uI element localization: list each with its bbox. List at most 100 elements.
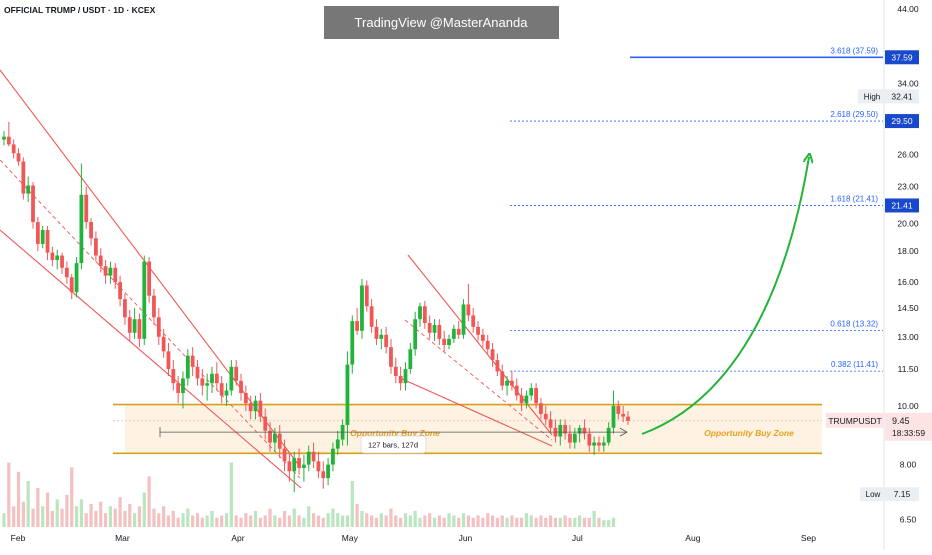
fib-level-label: 0.382 (11.41) bbox=[831, 360, 878, 369]
volume-bar bbox=[307, 506, 311, 527]
price-tick-label: 14.50 bbox=[897, 303, 919, 313]
symbol-tag-label: TRUMPUSDT bbox=[828, 416, 881, 426]
candle-body bbox=[495, 360, 500, 372]
candle-body bbox=[461, 304, 466, 335]
volume-bar bbox=[273, 515, 277, 527]
volume-bar bbox=[394, 515, 398, 527]
volume-bar bbox=[108, 506, 113, 527]
volume-bar bbox=[365, 513, 369, 527]
volume-bar bbox=[495, 517, 499, 527]
candle-body bbox=[302, 464, 306, 468]
volume-bar bbox=[210, 510, 214, 527]
watermark-box bbox=[324, 6, 559, 39]
volume-bar bbox=[311, 513, 316, 527]
candle-body bbox=[592, 442, 597, 446]
volume-bar bbox=[50, 510, 54, 527]
candle-body bbox=[572, 433, 577, 443]
candle-body bbox=[98, 255, 103, 267]
candle-body bbox=[384, 334, 389, 348]
volume-bar bbox=[442, 517, 446, 527]
price-tick-label: 18.00 bbox=[897, 246, 919, 256]
volume-bar bbox=[7, 462, 11, 527]
high-price-bg bbox=[885, 89, 919, 104]
volume-bar bbox=[103, 513, 108, 527]
volume-bar bbox=[302, 517, 306, 527]
candle-body bbox=[335, 439, 340, 449]
candle-body bbox=[563, 424, 568, 434]
candle-body bbox=[190, 355, 195, 367]
volume-bar bbox=[360, 510, 364, 527]
candle-body bbox=[156, 317, 161, 337]
volume-bar bbox=[176, 517, 180, 527]
candle-body bbox=[611, 405, 616, 428]
channel2-mid-line bbox=[404, 319, 553, 441]
candlesticks bbox=[2, 121, 630, 493]
candle-body bbox=[393, 366, 398, 377]
volume-bar bbox=[403, 513, 408, 527]
buy-zone-fill bbox=[125, 404, 822, 454]
candle-body bbox=[103, 266, 108, 276]
candle-body bbox=[451, 328, 456, 339]
price-tick-label: 44.00 bbox=[897, 4, 919, 14]
volume-bar bbox=[341, 515, 345, 527]
volume-bar bbox=[519, 517, 524, 527]
volume-bar bbox=[128, 504, 132, 527]
candle-body bbox=[568, 433, 572, 443]
candle-body bbox=[597, 442, 601, 446]
countdown-value: 18:33:59 bbox=[892, 428, 925, 438]
volume-bar bbox=[65, 494, 69, 527]
candle-body bbox=[422, 306, 427, 323]
candle-body bbox=[408, 349, 413, 370]
volume-bar bbox=[510, 515, 514, 527]
candle-body bbox=[321, 471, 326, 479]
fib-price-badge-value: 21.41 bbox=[891, 200, 913, 210]
candle-body bbox=[195, 366, 200, 379]
candle-body bbox=[272, 433, 277, 443]
volume-bar bbox=[587, 517, 591, 527]
volume-bar bbox=[157, 513, 161, 527]
price-axis[interactable]: 44.00 34.00 26.00 23.00 20.00 18.00 16.00 14.50… bbox=[826, 0, 932, 550]
volume-bar bbox=[142, 492, 146, 527]
volume-bar bbox=[220, 515, 224, 527]
volume-bar bbox=[191, 515, 195, 527]
candle-body bbox=[123, 299, 127, 318]
candle-body bbox=[316, 461, 321, 472]
candle-body bbox=[587, 433, 592, 446]
candle-body bbox=[350, 321, 355, 365]
volume-bar bbox=[486, 513, 490, 527]
low-tag-label: Low bbox=[866, 490, 881, 499]
volume-bar bbox=[573, 517, 577, 527]
candle-body bbox=[456, 328, 461, 335]
volume-bar bbox=[166, 515, 171, 527]
volume-bar bbox=[181, 513, 185, 527]
candle-body bbox=[476, 326, 480, 335]
volume-bar bbox=[60, 508, 64, 527]
volume-bar bbox=[41, 506, 45, 527]
fib-price-badge bbox=[885, 114, 919, 129]
candle-body bbox=[606, 427, 611, 443]
volume-bar bbox=[379, 513, 383, 527]
candle-body bbox=[331, 448, 335, 465]
volume-bar bbox=[244, 513, 248, 527]
time-axis[interactable]: Feb Mar Apr May Jun Jul Aug Sep bbox=[11, 533, 817, 543]
volume-bar bbox=[607, 520, 611, 527]
candle-body bbox=[45, 230, 50, 253]
watermark-text: TradingView @MasterAnanda bbox=[355, 15, 529, 30]
high-tag-label: High bbox=[864, 92, 880, 101]
candle-body bbox=[200, 378, 205, 386]
volume-bar bbox=[162, 506, 166, 527]
candle-body bbox=[543, 413, 548, 420]
candle-body bbox=[214, 373, 219, 384]
volume-bar bbox=[94, 510, 98, 527]
low-price-value: 7.15 bbox=[894, 489, 911, 499]
price-tick-label: 23.00 bbox=[897, 182, 919, 192]
volume-bar bbox=[21, 501, 25, 527]
fib-level-label: 0.618 (13.32) bbox=[830, 319, 878, 328]
candle-body bbox=[64, 267, 69, 278]
candle-body bbox=[418, 306, 422, 320]
volume-bar bbox=[500, 515, 504, 527]
candle-body bbox=[152, 295, 156, 318]
volume-bar bbox=[186, 508, 190, 527]
